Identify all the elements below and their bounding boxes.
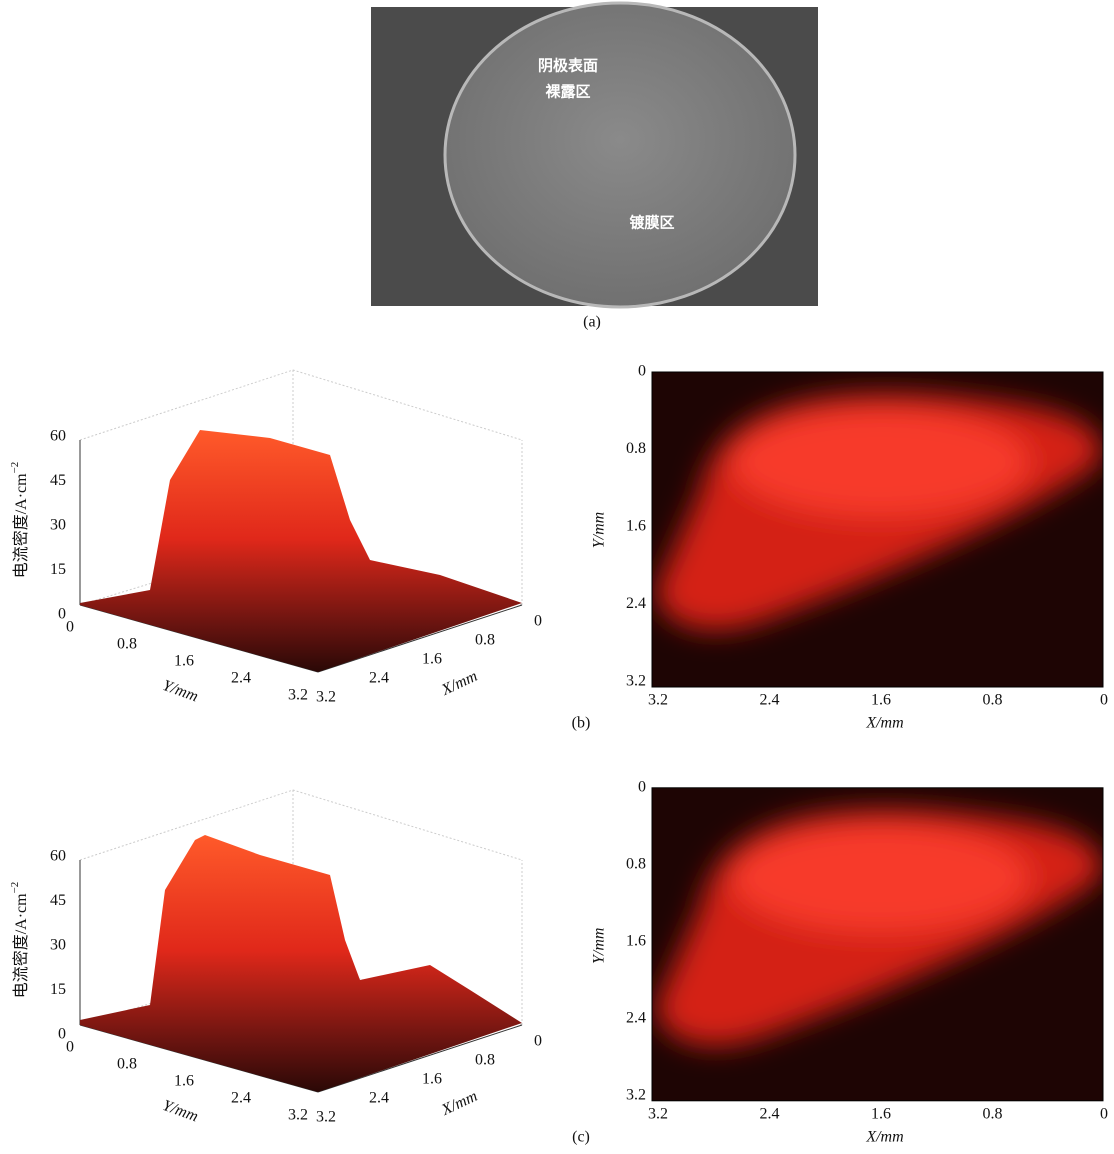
y-tick-label: 3.2	[626, 1086, 646, 1103]
y-tick-label: 0.8	[626, 855, 646, 872]
x-tick-label: 3.2	[648, 692, 668, 709]
x-tick-label: 0.8	[983, 1105, 1003, 1122]
annotation: 阴极表面	[538, 57, 598, 75]
y-axis-label: Y/mm	[591, 512, 608, 548]
panel: 0 15 30 45 60 电流密度/A·cm−2 0 0.8 1.6 2.4 3.2 Y/mm 3.2…	[9, 778, 1108, 1145]
panel: 0 15 30 45 60 电流密度/A·cm−2 0 0.8 1.6 2.4 3.2 Y/mm 3.2…	[9, 363, 1108, 732]
axis	[317, 1024, 523, 1093]
z-tick-label: 45	[50, 892, 66, 909]
x-axis-label: X/mm	[865, 715, 903, 732]
z-tick-label: 45	[50, 472, 66, 489]
x-tick-label: 1.6	[422, 651, 442, 668]
heatmap-blob	[655, 809, 1102, 1046]
photo	[371, 1, 818, 309]
x-tick-label: 3.2	[316, 1109, 336, 1126]
y-tick-label: 0	[638, 778, 646, 795]
annotation: 裸露区	[545, 83, 590, 101]
x-tick-label: 0.8	[475, 1052, 495, 1069]
x-tick-label: 0.8	[983, 692, 1003, 709]
surface	[80, 835, 522, 1092]
x-axis-label: X/mm	[438, 668, 480, 700]
x-tick-label: 0	[534, 1033, 542, 1050]
y-tick-label: 0	[66, 619, 74, 636]
z-tick-label: 0	[58, 1026, 66, 1043]
grid-line	[79, 369, 523, 441]
z-axis-label: 电流密度/A·cm−2	[9, 882, 30, 999]
panel-label: (c)	[572, 1128, 590, 1145]
y-axis-label: Y/mm	[160, 677, 200, 705]
z-label: 电流密度/A·cm	[12, 893, 30, 998]
y-tick-label: 2.4	[626, 1009, 646, 1026]
z-label-exp: −2	[9, 462, 21, 474]
surface	[80, 430, 522, 672]
y-tick-label: 3.2	[626, 673, 646, 690]
heatmap-blob	[655, 393, 1102, 631]
z-axis-label: 电流密度/A·cm−2	[9, 462, 30, 579]
heatmap	[652, 372, 1103, 687]
z-label-exp: −2	[9, 882, 21, 894]
x-tick-label: 1.6	[871, 1105, 891, 1122]
frame	[651, 371, 1104, 688]
y-tick-label: 2.4	[231, 670, 251, 687]
z-tick-label: 60	[50, 848, 66, 865]
x-axis-label: X/mm	[865, 1128, 903, 1145]
x-tick-label: 0.8	[475, 632, 495, 649]
y-axis-label: Y/mm	[591, 928, 608, 964]
x-tick-label: 0	[1100, 692, 1108, 709]
grid-line	[79, 789, 523, 861]
y-tick-label: 2.4	[626, 595, 646, 612]
z-tick-label: 30	[50, 517, 66, 534]
hot-core	[730, 822, 1030, 933]
y-tick-label: 1.6	[626, 518, 646, 535]
y-tick-label: 0.8	[626, 440, 646, 457]
y-tick-label: 0.8	[117, 1056, 137, 1073]
y-tick-label: 1.6	[174, 1073, 194, 1090]
z-tick-label: 15	[50, 981, 66, 998]
z-tick-label: 0	[58, 606, 66, 623]
x-axis-label: X/mm	[438, 1088, 480, 1120]
y-tick-label: 1.6	[626, 932, 646, 949]
z-label: 电流密度/A·cm	[12, 473, 30, 578]
x-tick-label: 1.6	[422, 1071, 442, 1088]
x-tick-label: 3.2	[316, 689, 336, 706]
axis	[317, 604, 523, 673]
heatmap	[652, 788, 1103, 1101]
hot-core	[730, 407, 1030, 517]
z-tick-label: 15	[50, 561, 66, 578]
x-tick-label: 1.6	[871, 692, 891, 709]
panel-label: (b)	[572, 715, 591, 732]
x-tick-label: 2.4	[369, 1090, 389, 1107]
x-tick-label: 3.2	[648, 1105, 668, 1122]
z-tick-label: 60	[50, 428, 66, 445]
x-tick-label: 2.4	[760, 692, 780, 709]
z-tick-label: 30	[50, 937, 66, 954]
frame	[651, 787, 1104, 1102]
x-tick-label: 0	[534, 613, 542, 630]
x-tick-label: 2.4	[760, 1105, 780, 1122]
y-tick-label: 0	[66, 1039, 74, 1056]
panel-label: (a)	[583, 314, 601, 331]
y-tick-label: 3.2	[288, 1107, 308, 1124]
y-tick-label: 2.4	[231, 1090, 251, 1107]
x-tick-label: 0	[1100, 1105, 1108, 1122]
y-tick-label: 0.8	[117, 636, 137, 653]
annotation: 镀膜区	[629, 214, 674, 232]
y-tick-label: 3.2	[288, 687, 308, 704]
x-tick-label: 2.4	[369, 670, 389, 687]
y-tick-label: 0	[638, 363, 646, 380]
y-tick-label: 1.6	[174, 653, 194, 670]
y-axis-label: Y/mm	[160, 1097, 200, 1125]
